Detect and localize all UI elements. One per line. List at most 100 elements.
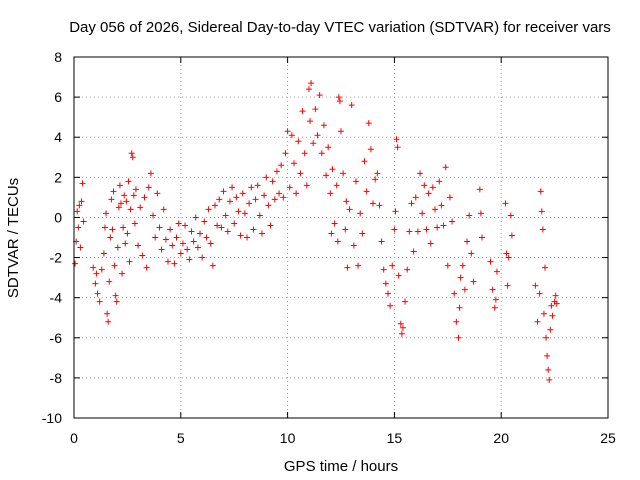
data-point [105,319,111,325]
data-point [124,230,130,236]
data-point [227,198,233,204]
data-point [329,166,335,172]
data-point [92,281,98,287]
data-point [399,331,405,337]
data-point [272,196,278,202]
data-point [544,353,550,359]
data-point [460,263,466,269]
data-point [539,208,545,214]
data-point [389,263,395,269]
data-point [108,196,114,202]
data-point [80,180,86,186]
data-point [426,190,432,196]
data-point [494,269,500,275]
data-point [432,206,438,212]
data-point [541,311,547,317]
data-point [210,263,216,269]
data-point [343,198,349,204]
data-point [178,251,184,257]
y-axis-label: SDTVAR / TECUs [5,178,22,298]
data-point [385,291,391,297]
data-point [308,80,314,86]
data-point [184,247,190,253]
data-point [542,265,548,271]
data-point [306,86,312,92]
data-point [443,164,449,170]
data-point [231,220,237,226]
sdtvar-chart: Day 056 of 2026, Sidereal Day-to-day VTE… [0,0,640,480]
data-point [114,299,120,305]
data-point [361,158,367,164]
data-point [387,303,393,309]
data-point [344,265,350,271]
y-tick-label: -4 [50,290,63,306]
data-point [174,235,180,241]
data-point [336,94,342,100]
data-point [353,178,359,184]
data-point [438,202,444,208]
data-point [293,190,299,196]
x-tick-label: 15 [387,430,403,446]
data-point [115,245,121,251]
data-point [119,271,125,277]
data-point [349,102,355,108]
data-point [133,186,139,192]
data-point [165,259,171,265]
data-point [263,174,269,180]
data-point [212,202,218,208]
data-point [259,230,265,236]
data-point [315,132,321,138]
data-point [163,237,169,243]
data-point [127,259,133,265]
data-point [295,138,301,144]
data-point [195,245,201,251]
data-point [549,313,555,319]
data-point [532,283,538,289]
data-point [302,150,308,156]
data-point [408,200,414,206]
data-point [104,311,110,317]
data-point [548,303,554,309]
data-point [117,182,123,188]
data-point [415,228,421,234]
data-point [307,118,313,124]
data-point [93,271,99,277]
y-tick-label: -10 [42,410,62,426]
data-point [478,210,484,216]
data-point [128,206,134,212]
data-point [453,319,459,325]
data-point [280,194,286,200]
data-point [419,210,425,216]
data-point [553,293,559,299]
data-point [335,239,341,245]
data-point [265,202,271,208]
data-point [421,182,427,188]
data-point [146,184,152,190]
x-tick-labels: 0 5 10 15 20 25 [70,430,616,446]
data-point [112,263,118,269]
data-point [94,291,100,297]
data-point [436,178,442,184]
data-point [300,108,306,114]
data-point [274,168,280,174]
data-point [323,172,329,178]
data-point [246,200,252,206]
data-point [132,220,138,226]
data-point [546,377,552,383]
y-tick-label: 0 [54,209,62,225]
data-point [101,251,107,257]
data-point [257,212,263,218]
data-point [77,245,83,251]
data-point [121,192,127,198]
data-point [233,194,239,200]
y-tick-label: 6 [54,89,62,105]
data-point [188,228,194,234]
x-tick-label: 0 [70,430,78,446]
y-tick-label: 4 [54,129,62,145]
data-point [413,194,419,200]
data-point [374,170,380,176]
data-point [240,190,246,196]
data-point [428,241,434,247]
data-point [423,226,429,232]
data-point [156,224,162,230]
